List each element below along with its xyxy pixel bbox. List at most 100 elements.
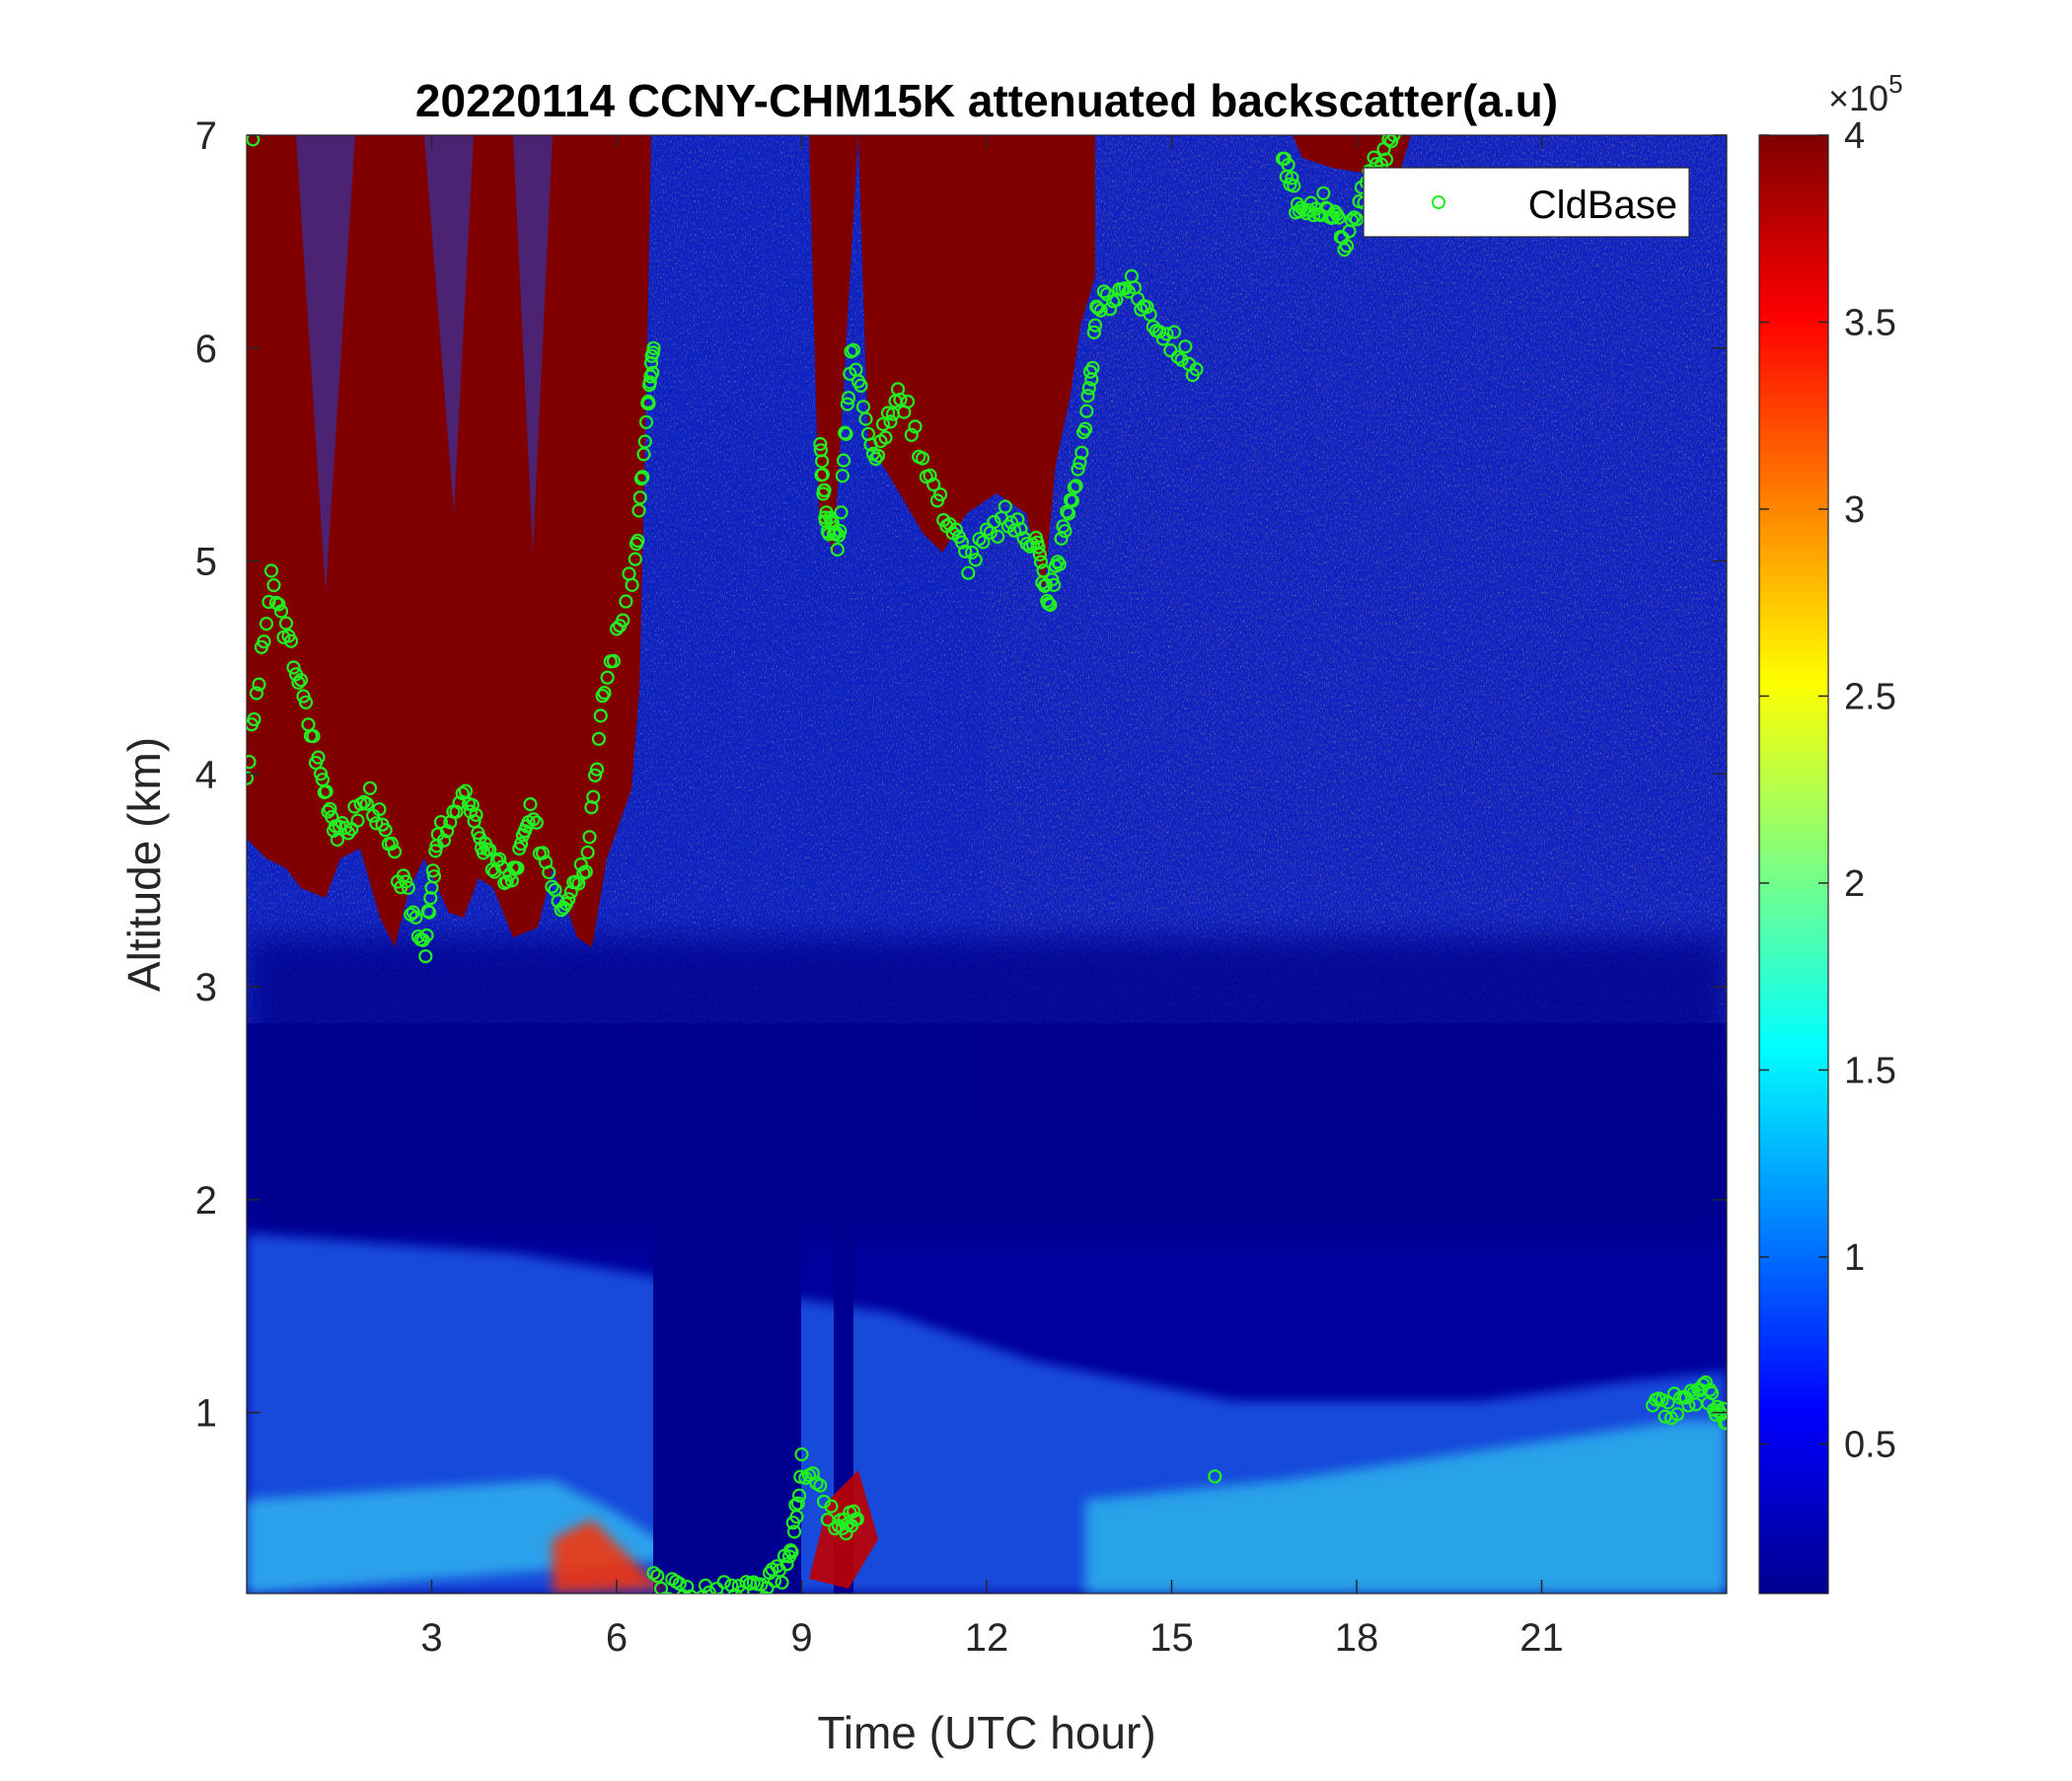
cloud-base-point — [249, 686, 264, 701]
cloud-base-point — [1716, 1401, 1727, 1416]
cloud-base-point — [839, 426, 853, 441]
cloud-base-point — [1069, 479, 1083, 493]
cloud-base-point — [1151, 325, 1167, 339]
cloud-base-point — [1074, 445, 1089, 460]
cloud-base-point — [693, 1596, 704, 1608]
cloud-base-point — [1081, 381, 1096, 396]
cloud-base-point — [1140, 300, 1154, 315]
heatmap-upper-cloud-a — [809, 135, 858, 553]
cloud-base-point — [835, 469, 850, 483]
cloud-base-point — [513, 836, 529, 852]
cloud-base-point — [1031, 540, 1046, 555]
colorbar-tick-label: 2.5 — [1844, 676, 1896, 717]
cloud-base-point — [425, 863, 440, 878]
cloud-base-point — [660, 1592, 670, 1594]
cloud-base-point — [606, 653, 622, 669]
cloud-base-point — [492, 852, 507, 866]
cloud-base-point — [715, 1592, 725, 1594]
cloud-base-point — [584, 800, 599, 815]
cloud-base-point — [957, 544, 973, 558]
cloud-base-point — [323, 801, 337, 816]
colorbar-tick-label: 2 — [1844, 863, 1865, 905]
cloud-base-point — [306, 728, 321, 744]
cloud-base-point — [642, 375, 657, 390]
cloud-base-point — [817, 482, 832, 497]
cloud-base-point — [815, 467, 830, 482]
y-tick-label: 4 — [195, 753, 217, 796]
cloud-base-point — [313, 766, 329, 781]
cloud-base-point — [247, 755, 257, 770]
cloud-base-point — [387, 845, 403, 859]
cloud-base-point — [853, 378, 868, 393]
cloud-base-point — [1698, 1374, 1713, 1390]
cloud-base-point — [401, 880, 415, 895]
cloud-base-point — [408, 910, 423, 926]
cloud-base-point — [926, 478, 941, 492]
cloud-base-point — [257, 634, 271, 649]
cloud-base-point — [1159, 327, 1174, 341]
cloud-base-point — [263, 563, 279, 578]
cloud-base-point — [814, 454, 830, 469]
cloud-base-point — [813, 436, 828, 452]
cloud-base-point — [286, 660, 301, 675]
legend-entry: CldBase — [1528, 184, 1677, 227]
cloud-base-point — [529, 815, 544, 830]
cloud-base-point — [833, 523, 848, 539]
cloud-base-point — [510, 860, 525, 875]
cloud-base-point — [868, 451, 883, 467]
y-tick-label: 7 — [195, 114, 217, 158]
cloud-base-point — [948, 522, 963, 537]
cloud-base-point — [1073, 455, 1087, 471]
cloud-base-point — [689, 1596, 701, 1608]
cloud-base-point — [296, 689, 311, 704]
legend-box — [1363, 167, 1690, 238]
cloud-base-point — [1036, 563, 1051, 578]
cloud-base-point — [526, 812, 541, 827]
cloud-base-point — [283, 633, 299, 648]
cloud-base-point — [972, 532, 987, 547]
cloud-base-point — [1096, 284, 1111, 299]
heatmap-upper-cloud-b — [858, 135, 1095, 592]
cloud-base-point — [1065, 493, 1080, 508]
cloud-base-point — [1010, 512, 1025, 527]
cloud-base-point — [1378, 152, 1394, 167]
cloud-base-point — [789, 1510, 804, 1524]
cloud-base-point — [908, 419, 923, 434]
cloud-base-point — [568, 874, 583, 889]
cloud-base-point — [1347, 210, 1362, 225]
cloud-base-point — [1383, 135, 1399, 149]
heatmap-mid-level-cloud — [247, 135, 651, 947]
colorbar-tick-label: 3.5 — [1844, 302, 1896, 343]
cloud-base-point — [330, 832, 344, 848]
cloud-base-point — [830, 542, 845, 557]
cloud-base-point — [1067, 480, 1081, 495]
cloud-base-point — [976, 535, 991, 550]
cloud-base-point — [350, 813, 365, 828]
cloud-base-point — [259, 616, 274, 631]
heatmap-aerosol-layer-right — [1085, 1421, 1727, 1594]
x-tick-label: 21 — [1519, 1616, 1564, 1660]
cloud-base-point — [932, 487, 948, 502]
cloud-base-point — [1102, 302, 1118, 317]
colorbar-tick-label: 0.5 — [1844, 1424, 1896, 1465]
cloud-base-point — [504, 873, 519, 888]
cloud-base-point — [535, 846, 551, 860]
x-tick-label: 6 — [606, 1616, 628, 1660]
y-tick-label: 2 — [195, 1179, 217, 1223]
cloud-base-point — [291, 675, 306, 691]
cloud-base-point — [426, 869, 442, 884]
cloud-base-point — [261, 594, 276, 610]
cloud-base-point — [653, 1581, 669, 1594]
cloud-base-point — [775, 1575, 789, 1590]
cloud-base-point — [760, 1581, 775, 1594]
colorbar: 0.5 1 1.5 2 2.5 3 3.5 4 ×105 — [1758, 69, 1903, 1595]
cloud-base-point — [1166, 325, 1182, 339]
y-axis: 1 2 3 4 5 6 7 — [195, 114, 1727, 1436]
cloud-base-point — [252, 677, 266, 692]
cloud-base-point — [469, 807, 483, 822]
cloud-base-point — [378, 823, 393, 838]
cloud-base-point — [722, 1595, 734, 1607]
cloud-base-point — [820, 1512, 835, 1527]
cloud-base-point — [1326, 210, 1341, 225]
cloud-base-point — [311, 750, 326, 765]
